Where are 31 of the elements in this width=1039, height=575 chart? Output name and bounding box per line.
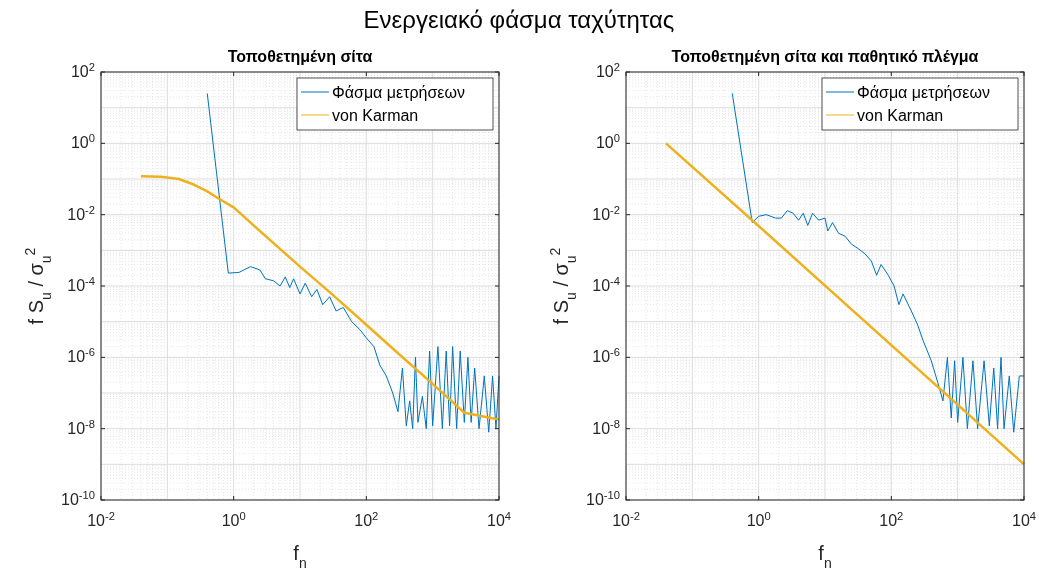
y-tick-label: 10$^{-4}$ — [592, 275, 620, 294]
x-tick-label: 10$^{-2}$ — [612, 510, 640, 529]
x-axis-title: f$_{n}$ — [818, 542, 832, 571]
y-tick-label: 10$^{-6}$ — [592, 346, 620, 366]
y-tick-label: 10$^{-10}$ — [586, 489, 620, 508]
x-tick-label: 10$^{4}$ — [486, 510, 512, 529]
y-tick-label: 10$^{-8}$ — [67, 417, 95, 437]
y-tick-label: 10$^{-6}$ — [67, 346, 95, 366]
y-tick-label: 10$^{0}$ — [595, 132, 620, 152]
x-tick-label: 10$^{2}$ — [354, 510, 379, 529]
legend-label: von Karman — [857, 107, 944, 124]
y-tick-label: 10$^{-10}$ — [61, 489, 95, 508]
y-tick-label: 10$^{-4}$ — [67, 275, 95, 294]
y-tick-label: 10$^{-2}$ — [67, 203, 95, 223]
legend-label: von Karman — [332, 107, 419, 124]
chart-title: Τοποθετημένη σίτα και παθητικό πλέγμα — [671, 48, 979, 65]
chart-title: Τοποθετημένη σίτα — [227, 48, 373, 65]
y-tick-label: 10$^{-2}$ — [592, 203, 620, 223]
y-tick-label: 10$^{2}$ — [595, 61, 620, 80]
y-tick-label: 10$^{0}$ — [70, 132, 95, 152]
x-tick-label: 10$^{0}$ — [221, 510, 246, 529]
legend-label: Φάσμα μετρήσεων — [332, 84, 465, 101]
y-tick-label: 10$^{2}$ — [70, 61, 95, 80]
x-tick-label: 10$^{4}$ — [1011, 510, 1037, 529]
y-tick-label: 10$^{-8}$ — [592, 417, 620, 437]
legend-label: Φάσμα μετρήσεων — [857, 84, 990, 101]
text: Ενεργειακό φάσμα ταχύτητας — [363, 6, 675, 33]
x-axis-title: f$_{n}$ — [293, 542, 307, 571]
x-tick-label: 10$^{-2}$ — [87, 510, 115, 529]
x-tick-label: 10$^{0}$ — [746, 510, 771, 529]
x-tick-label: 10$^{2}$ — [879, 510, 904, 529]
